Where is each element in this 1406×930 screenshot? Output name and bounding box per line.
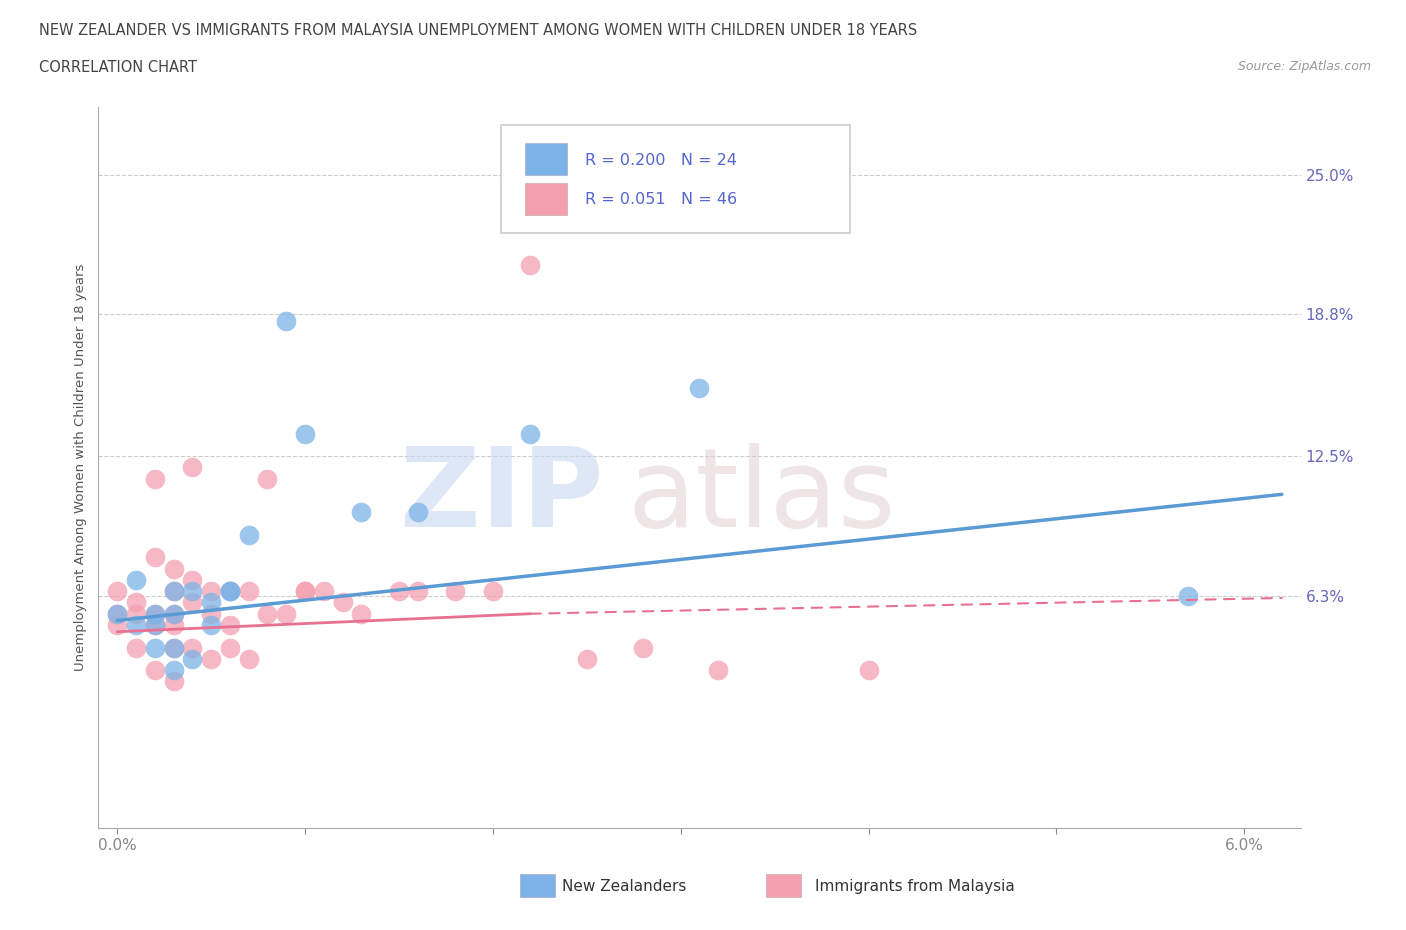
Point	[143, 618, 166, 632]
Point	[105, 606, 128, 621]
Point	[519, 258, 541, 272]
Point	[276, 606, 298, 621]
Point	[200, 606, 222, 621]
Point	[162, 674, 184, 689]
Text: R = 0.200   N = 24: R = 0.200 N = 24	[585, 153, 737, 167]
FancyBboxPatch shape	[526, 182, 567, 215]
Point	[294, 584, 316, 599]
Point	[181, 573, 204, 588]
Point	[276, 313, 298, 328]
Point	[219, 584, 242, 599]
Point	[125, 606, 148, 621]
Text: atlas: atlas	[627, 443, 896, 550]
Point	[105, 618, 128, 632]
Point	[125, 595, 148, 610]
Point	[162, 584, 184, 599]
Point	[238, 527, 260, 542]
FancyBboxPatch shape	[526, 143, 567, 176]
Text: CORRELATION CHART: CORRELATION CHART	[39, 60, 197, 75]
Point	[238, 584, 260, 599]
Point	[105, 584, 128, 599]
Point	[631, 640, 654, 655]
Point	[143, 618, 166, 632]
Point	[181, 651, 204, 666]
Text: R = 0.051   N = 46: R = 0.051 N = 46	[585, 193, 737, 207]
Point	[388, 584, 411, 599]
Point	[162, 606, 184, 621]
Point	[200, 595, 222, 610]
Point	[332, 595, 354, 610]
Point	[406, 505, 429, 520]
Point	[219, 584, 242, 599]
Text: Source: ZipAtlas.com: Source: ZipAtlas.com	[1237, 60, 1371, 73]
Point	[125, 618, 148, 632]
Y-axis label: Unemployment Among Women with Children Under 18 years: Unemployment Among Women with Children U…	[75, 263, 87, 671]
Point	[162, 640, 184, 655]
Point	[143, 640, 166, 655]
Point	[125, 573, 148, 588]
Point	[181, 595, 204, 610]
Point	[200, 584, 222, 599]
Point	[294, 584, 316, 599]
Point	[162, 640, 184, 655]
Point	[143, 550, 166, 565]
Point	[519, 426, 541, 441]
Point	[350, 606, 373, 621]
Point	[406, 584, 429, 599]
Point	[858, 662, 880, 677]
Point	[200, 651, 222, 666]
Point	[162, 618, 184, 632]
Point	[294, 426, 316, 441]
Point	[219, 618, 242, 632]
Point	[688, 381, 710, 396]
Point	[162, 606, 184, 621]
Text: Immigrants from Malaysia: Immigrants from Malaysia	[815, 879, 1015, 894]
Point	[312, 584, 335, 599]
Point	[143, 606, 166, 621]
Point	[162, 662, 184, 677]
Point	[219, 640, 242, 655]
FancyBboxPatch shape	[501, 125, 849, 233]
Point	[162, 561, 184, 576]
Point	[219, 584, 242, 599]
Point	[1177, 589, 1199, 604]
Point	[143, 606, 166, 621]
Point	[707, 662, 730, 677]
Point	[444, 584, 467, 599]
Text: New Zealanders: New Zealanders	[562, 879, 686, 894]
Point	[125, 640, 148, 655]
Text: NEW ZEALANDER VS IMMIGRANTS FROM MALAYSIA UNEMPLOYMENT AMONG WOMEN WITH CHILDREN: NEW ZEALANDER VS IMMIGRANTS FROM MALAYSI…	[39, 23, 918, 38]
Point	[143, 472, 166, 486]
Point	[350, 505, 373, 520]
Point	[143, 662, 166, 677]
Point	[256, 472, 278, 486]
Point	[162, 584, 184, 599]
Point	[105, 606, 128, 621]
Point	[200, 618, 222, 632]
Point	[238, 651, 260, 666]
Point	[482, 584, 505, 599]
Point	[181, 584, 204, 599]
Point	[181, 460, 204, 475]
Point	[575, 651, 598, 666]
Point	[256, 606, 278, 621]
Point	[181, 640, 204, 655]
Text: ZIP: ZIP	[399, 443, 603, 550]
